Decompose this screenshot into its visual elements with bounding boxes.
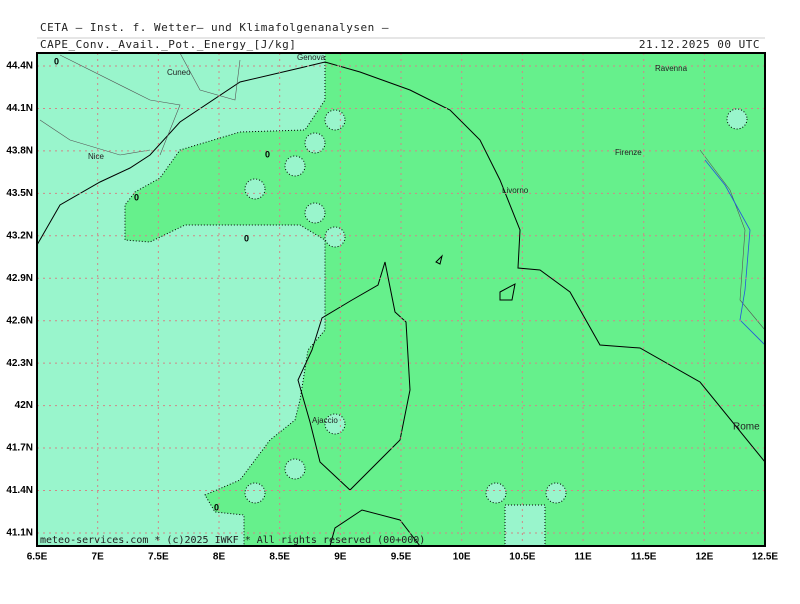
place: Ajaccio [312, 416, 338, 425]
contour-label: 0 [214, 502, 219, 512]
lon-label: 8.5E [269, 552, 290, 563]
cape-light-cell [284, 458, 306, 480]
lon-label: 11.5E [631, 552, 657, 563]
lon-label: 12.5E [752, 552, 778, 563]
coastline [297, 261, 411, 491]
lat-label: 43.8N [6, 146, 33, 157]
border [39, 53, 765, 331]
parameter: CAPE_Conv._Avail._Pot._Energy_[J/kg] [40, 38, 296, 51]
cape-light-cell [545, 482, 567, 504]
lat-label: 42.3N [6, 358, 33, 369]
contour-label: 0 [265, 149, 270, 159]
institute: CETA — Inst. f. Wetter— und Klimafolgena… [40, 21, 389, 34]
coastline [37, 61, 765, 463]
cape-light-cell [485, 482, 507, 504]
lat-label: 44.1N [6, 103, 33, 114]
place: Genova [297, 53, 326, 62]
cape-light-cell [244, 178, 266, 200]
place: Nice [88, 152, 105, 161]
lon-label: 9E [334, 552, 347, 563]
river [704, 159, 765, 346]
contour-label: 0 [134, 192, 139, 202]
map-frame [36, 52, 766, 547]
cape-light-cell [324, 109, 346, 131]
cape-light-cell [726, 108, 748, 130]
contour-label: 0 [54, 56, 59, 66]
cape-light-cell [304, 132, 326, 154]
lat-label: 42N [15, 400, 33, 411]
place: Firenze [615, 148, 642, 157]
lon-label: 7E [92, 552, 105, 563]
lat-label: 41.7N [6, 443, 33, 454]
contour-label: 0 [244, 233, 249, 243]
cape-light-cell [284, 155, 306, 177]
place: Ravenna [655, 64, 688, 73]
lon-label: 11E [574, 552, 592, 563]
cape-light [37, 53, 326, 546]
lat-label: 44.4N [6, 61, 33, 72]
coastline [329, 509, 421, 546]
place: Cuneo [167, 68, 191, 77]
valid-time: 21.12.2025 00 UTC [639, 38, 760, 51]
place: Rome [733, 422, 760, 433]
footer: meteo-services.com * (c)2025 IWKF * All … [40, 535, 425, 546]
lon-label: 7.5E [148, 552, 169, 563]
cape-light-cell [304, 202, 326, 224]
lon-label: 10E [453, 552, 471, 563]
lat-label: 42.9N [6, 273, 33, 284]
lat-label: 43.5N [6, 188, 33, 199]
lat-label: 41.4N [6, 485, 33, 496]
map-area [37, 53, 765, 546]
lon-label: 10.5E [509, 552, 535, 563]
lon-label: 9.5E [391, 552, 412, 563]
lat-label: 41.1N [6, 528, 33, 539]
coastline [435, 254, 516, 301]
lon-label: 12E [695, 552, 713, 563]
lon-label: 6.5E [27, 552, 48, 563]
cape-light [504, 504, 546, 546]
place: Livorno [502, 186, 529, 195]
cape-light-cell [244, 482, 266, 504]
lat-label: 42.6N [6, 315, 33, 326]
lon-label: 8E [213, 552, 226, 563]
cape-light-cell [324, 226, 346, 248]
lat-label: 43.2N [6, 230, 33, 241]
